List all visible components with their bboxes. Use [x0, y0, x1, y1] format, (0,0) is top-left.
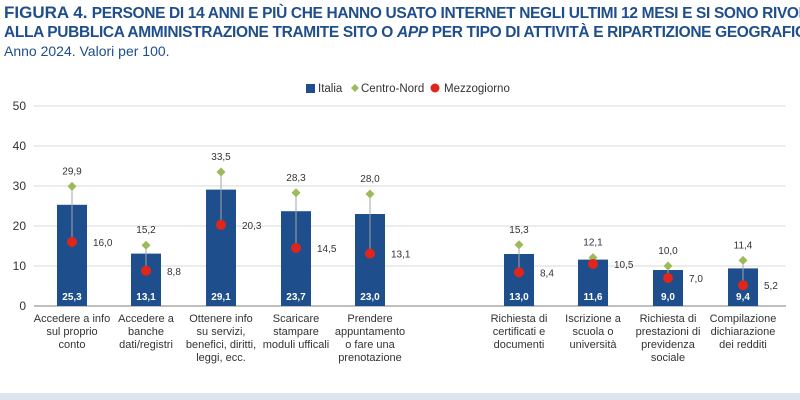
- category-label: Richiesta di: [491, 313, 548, 325]
- marker-mezzogiorno: [514, 267, 524, 278]
- label-mezzogiorno: 8,4: [540, 268, 554, 279]
- category-label: Iscrizione a: [565, 313, 622, 325]
- figure-subtitle: Anno 2024. Valori per 100.: [4, 43, 170, 59]
- marker-mezzogiorno: [291, 243, 301, 253]
- marker-centro-nord: [365, 189, 375, 199]
- marker-centro-nord: [514, 240, 524, 250]
- y-tick-label: 40: [13, 139, 27, 153]
- bottom-bar: [0, 393, 800, 400]
- category-label: o fare una: [345, 339, 395, 351]
- marker-mezzogiorno: [588, 259, 598, 269]
- category-label: su servizi,: [197, 326, 246, 338]
- category-label: prenotazione: [338, 352, 402, 364]
- label-italia: 9,0: [661, 292, 675, 303]
- category-label: conto: [59, 339, 86, 351]
- title-line-1-text: PERSONE DI 14 ANNI E PIÙ CHE HANNO USATO…: [91, 5, 800, 22]
- label-centro-nord: 28,3: [286, 173, 306, 184]
- marker-centro-nord: [738, 255, 748, 265]
- legend-label: Italia: [318, 83, 343, 95]
- category-label: Ottenere info: [189, 313, 253, 325]
- category-label: Accedere a info: [34, 313, 110, 325]
- marker-centro-nord: [291, 188, 301, 198]
- legend-swatch-centro-nord: [351, 84, 359, 92]
- marker-mezzogiorno: [365, 248, 375, 259]
- label-centro-nord: 29,9: [62, 166, 82, 177]
- marker-mezzogiorno: [738, 280, 748, 291]
- label-italia: 13,0: [509, 292, 529, 303]
- label-mezzogiorno: 14,5: [317, 244, 337, 255]
- label-centro-nord: 10,0: [658, 246, 678, 257]
- category-label: Compilazione: [710, 313, 777, 325]
- category-label: previdenza: [641, 339, 696, 351]
- label-italia: 11,6: [584, 292, 603, 303]
- legend-swatch-italia: [306, 84, 315, 93]
- category-label: certificati e: [493, 326, 546, 338]
- figure-title-line-2: ALLA PUBBLICA AMMINISTRAZIONE TRAMITE SI…: [4, 23, 800, 42]
- category-label: Scaricare: [273, 313, 319, 325]
- label-centro-nord: 11,4: [734, 240, 753, 251]
- category-label: appuntamento: [335, 326, 405, 338]
- category-label: stampare: [273, 326, 319, 338]
- figure-title-line-1: FIGURA 4. PERSONE DI 14 ANNI E PIÙ CHE H…: [4, 3, 800, 23]
- figure-label: FIGURA 4.: [4, 3, 88, 22]
- label-centro-nord: 15,3: [509, 225, 529, 236]
- y-tick-label: 0: [19, 299, 26, 313]
- y-tick-label: 10: [13, 259, 27, 273]
- y-tick-label: 50: [13, 99, 27, 113]
- label-mezzogiorno: 16,0: [93, 238, 113, 249]
- category-label: dichiarazione: [711, 326, 776, 338]
- label-italia: 23,0: [360, 292, 380, 303]
- marker-centro-nord: [67, 181, 77, 191]
- label-mezzogiorno: 10,5: [614, 260, 634, 271]
- marker-mezzogiorno: [663, 273, 673, 283]
- marker-centro-nord: [663, 261, 673, 271]
- title-line-2-app: APP: [396, 24, 428, 41]
- label-italia: 9,4: [736, 292, 750, 303]
- category-label: Accedere a: [118, 313, 175, 325]
- category-label: sociale: [651, 352, 685, 364]
- label-centro-nord: 15,2: [136, 225, 156, 236]
- category-label: Prendere: [347, 313, 392, 325]
- label-italia: 25,3: [62, 292, 82, 303]
- category-label: banche: [128, 326, 164, 338]
- marker-centro-nord: [141, 240, 151, 250]
- category-label: dati/registri: [119, 339, 173, 351]
- label-italia: 13,1: [136, 292, 156, 303]
- label-centro-nord: 33,5: [211, 152, 231, 163]
- figure-title: FIGURA 4. PERSONE DI 14 ANNI E PIÙ CHE H…: [4, 3, 800, 42]
- label-centro-nord: 12,1: [583, 238, 603, 249]
- category-label: dei redditi: [719, 339, 767, 351]
- label-mezzogiorno: 7,0: [689, 274, 703, 285]
- label-mezzogiorno: 13,1: [391, 250, 411, 261]
- label-centro-nord: 28,0: [360, 174, 380, 185]
- label-mezzogiorno: 8,8: [167, 267, 181, 278]
- label-italia: 23,7: [286, 292, 306, 303]
- label-mezzogiorno: 5,2: [764, 281, 778, 292]
- category-label: leggi, ecc.: [196, 352, 246, 364]
- category-label: prestazioni di: [636, 326, 701, 338]
- category-label: Richiesta di: [640, 313, 697, 325]
- marker-mezzogiorno: [216, 219, 226, 230]
- category-label: università: [569, 339, 617, 351]
- category-label: benefici, diritti,: [186, 339, 256, 351]
- legend-swatch-mezzogiorno: [430, 83, 440, 93]
- legend-label: Mezzogiorno: [444, 83, 510, 95]
- title-line-2-part-a: ALLA PUBBLICA AMMINISTRAZIONE TRAMITE SI…: [4, 24, 397, 41]
- category-label: moduli ufficali: [263, 339, 329, 351]
- y-tick-label: 20: [13, 219, 27, 233]
- marker-mezzogiorno: [141, 265, 151, 276]
- legend-label: Centro-Nord: [361, 83, 424, 95]
- category-label: scuola o: [573, 326, 614, 338]
- title-line-2-part-b: PER TIPO DI ATTIVITÀ E RIPARTIZIONE GEOG…: [427, 24, 800, 41]
- marker-mezzogiorno: [67, 237, 77, 247]
- marker-centro-nord: [216, 167, 226, 177]
- category-label: documenti: [494, 339, 545, 351]
- label-mezzogiorno: 20,3: [242, 221, 262, 232]
- category-label: sul proprio: [46, 326, 97, 338]
- label-italia: 29,1: [211, 292, 231, 303]
- y-tick-label: 30: [13, 179, 27, 193]
